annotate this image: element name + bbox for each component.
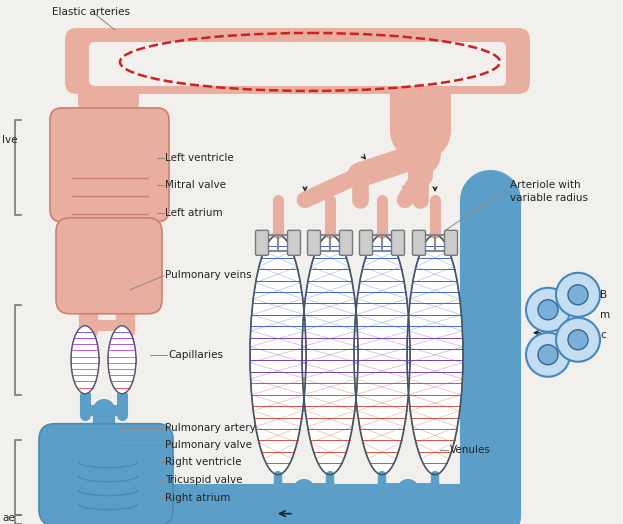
Text: Pulmonary artery: Pulmonary artery — [165, 423, 256, 433]
Text: Venules: Venules — [450, 445, 491, 455]
Ellipse shape — [354, 235, 410, 475]
Text: variable radius: variable radius — [510, 193, 588, 203]
Ellipse shape — [407, 235, 463, 475]
Text: Elastic arteries: Elastic arteries — [52, 7, 130, 17]
Text: Right atrium: Right atrium — [165, 493, 231, 503]
Text: Pulmonary valve: Pulmonary valve — [165, 440, 252, 450]
Ellipse shape — [71, 326, 99, 394]
Text: Left atrium: Left atrium — [165, 208, 222, 218]
Ellipse shape — [108, 326, 136, 394]
Text: Right ventricle: Right ventricle — [165, 456, 242, 467]
Ellipse shape — [556, 318, 600, 362]
FancyBboxPatch shape — [412, 231, 426, 255]
Text: m: m — [600, 310, 610, 320]
Text: ae: ae — [2, 512, 15, 522]
Ellipse shape — [538, 345, 558, 365]
Text: Mitral valve: Mitral valve — [165, 180, 226, 190]
FancyBboxPatch shape — [39, 424, 173, 524]
FancyBboxPatch shape — [340, 231, 353, 255]
FancyBboxPatch shape — [391, 231, 404, 255]
FancyBboxPatch shape — [255, 231, 269, 255]
Ellipse shape — [538, 300, 558, 320]
Text: B: B — [600, 290, 607, 300]
Ellipse shape — [526, 288, 570, 332]
Ellipse shape — [89, 424, 119, 446]
FancyBboxPatch shape — [65, 28, 530, 94]
FancyBboxPatch shape — [89, 42, 506, 86]
Text: Arteriole with: Arteriole with — [510, 180, 581, 190]
Text: Capillaries: Capillaries — [168, 350, 223, 360]
FancyBboxPatch shape — [444, 231, 457, 255]
Text: Tricuspid valve: Tricuspid valve — [165, 475, 242, 485]
Ellipse shape — [302, 235, 358, 475]
FancyBboxPatch shape — [308, 231, 320, 255]
Text: Pulmonary veins: Pulmonary veins — [165, 270, 252, 280]
Text: lve: lve — [2, 135, 17, 145]
FancyBboxPatch shape — [287, 231, 300, 255]
FancyBboxPatch shape — [56, 218, 162, 314]
FancyBboxPatch shape — [50, 108, 169, 222]
Ellipse shape — [568, 285, 588, 305]
Ellipse shape — [250, 235, 306, 475]
Ellipse shape — [526, 333, 570, 377]
Ellipse shape — [568, 330, 588, 350]
Text: c: c — [600, 330, 606, 340]
FancyBboxPatch shape — [359, 231, 373, 255]
Text: Left ventricle: Left ventricle — [165, 153, 234, 163]
Ellipse shape — [90, 100, 126, 130]
Ellipse shape — [556, 273, 600, 317]
